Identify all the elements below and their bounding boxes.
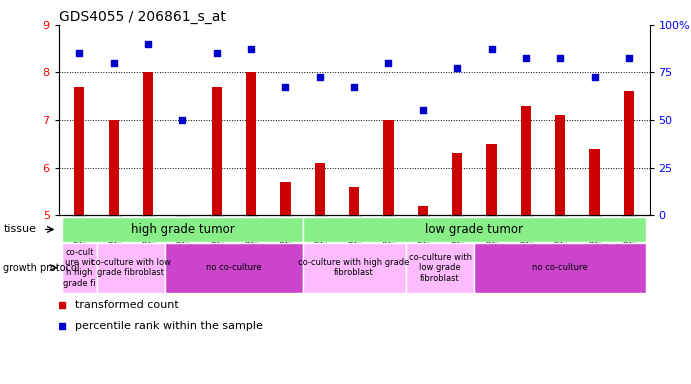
Bar bbox=[211, 87, 222, 215]
Bar bbox=[589, 149, 600, 215]
Point bbox=[280, 84, 291, 90]
Bar bbox=[314, 163, 325, 215]
Bar bbox=[384, 120, 394, 215]
Bar bbox=[74, 87, 84, 215]
Bar bbox=[281, 182, 291, 215]
Point bbox=[486, 46, 497, 52]
Bar bbox=[417, 205, 428, 215]
Point bbox=[245, 46, 256, 52]
Text: co-culture with high grade
fibroblast: co-culture with high grade fibroblast bbox=[299, 258, 410, 277]
Point bbox=[555, 55, 566, 61]
Point bbox=[74, 50, 85, 56]
Point bbox=[177, 117, 188, 123]
Text: co-cult
ure wit
h high
grade fi: co-cult ure wit h high grade fi bbox=[63, 248, 95, 288]
Point bbox=[452, 65, 463, 71]
Bar bbox=[303, 243, 406, 293]
Text: growth protocol: growth protocol bbox=[3, 263, 80, 273]
Point bbox=[142, 41, 153, 47]
Bar bbox=[246, 73, 256, 215]
Point bbox=[520, 55, 531, 61]
Point bbox=[57, 302, 68, 308]
Point bbox=[314, 74, 325, 80]
Bar bbox=[452, 153, 462, 215]
Text: co-culture with
low grade
fibroblast: co-culture with low grade fibroblast bbox=[408, 253, 471, 283]
Bar bbox=[349, 187, 359, 215]
Bar bbox=[97, 243, 165, 293]
Point bbox=[108, 60, 120, 66]
Text: high grade tumor: high grade tumor bbox=[131, 223, 234, 236]
Text: percentile rank within the sample: percentile rank within the sample bbox=[75, 321, 263, 331]
Bar bbox=[486, 144, 497, 215]
Text: co-culture with low
grade fibroblast: co-culture with low grade fibroblast bbox=[91, 258, 171, 277]
Bar bbox=[108, 120, 119, 215]
Text: GDS4055 / 206861_s_at: GDS4055 / 206861_s_at bbox=[59, 10, 225, 24]
Bar bbox=[62, 243, 97, 293]
Text: no co-culture: no co-culture bbox=[206, 263, 262, 272]
Text: transformed count: transformed count bbox=[75, 300, 178, 310]
Bar bbox=[555, 115, 565, 215]
Point bbox=[57, 323, 68, 329]
Bar bbox=[165, 243, 303, 293]
Point bbox=[589, 74, 600, 80]
Point bbox=[348, 84, 359, 90]
Point bbox=[211, 50, 223, 56]
Bar bbox=[62, 217, 303, 242]
Text: no co-culture: no co-culture bbox=[533, 263, 588, 272]
Bar bbox=[624, 91, 634, 215]
Text: tissue: tissue bbox=[3, 224, 37, 235]
Text: low grade tumor: low grade tumor bbox=[426, 223, 523, 236]
Bar bbox=[406, 243, 474, 293]
Point bbox=[417, 108, 428, 114]
Point bbox=[383, 60, 394, 66]
Bar bbox=[143, 73, 153, 215]
Bar bbox=[521, 106, 531, 215]
Bar bbox=[303, 217, 646, 242]
Point bbox=[623, 55, 634, 61]
Bar bbox=[474, 243, 646, 293]
